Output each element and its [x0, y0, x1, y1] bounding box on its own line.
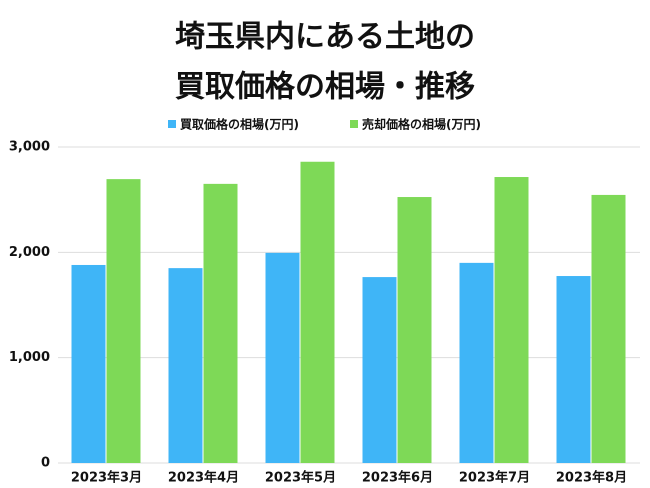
- x-tick-label: 2023年5月: [265, 470, 336, 486]
- x-tick-label: 2023年8月: [556, 470, 627, 486]
- bar: [556, 276, 591, 463]
- bar: [71, 264, 106, 463]
- y-tick-label: 1,000: [9, 350, 50, 365]
- x-tick-label: 2023年6月: [362, 470, 433, 486]
- legend-swatch: [350, 120, 358, 128]
- bar: [203, 183, 238, 463]
- x-tick-label: 2023年3月: [71, 470, 142, 486]
- x-tick-label: 2023年7月: [459, 470, 530, 486]
- bar: [168, 268, 203, 463]
- bar: [362, 277, 397, 463]
- bar: [591, 194, 626, 463]
- y-tick-label: 2,000: [9, 245, 50, 260]
- legend-label: 売却価格の相場(万円): [362, 117, 481, 132]
- bar: [459, 262, 494, 463]
- bar: [265, 252, 300, 463]
- x-tick-label: 2023年4月: [168, 470, 239, 486]
- bar: [397, 197, 432, 464]
- bar: [106, 179, 141, 464]
- y-tick-label: 0: [41, 456, 50, 471]
- bar: [494, 177, 529, 463]
- legend-label: 買取価格の相場(万円): [180, 117, 299, 132]
- bar: [300, 161, 335, 463]
- chart-title: 買取価格の相場・推移: [175, 70, 475, 105]
- chart-title: 埼玉県内にある土地の: [175, 20, 475, 55]
- legend-swatch: [168, 120, 176, 128]
- y-tick-label: 3,000: [9, 140, 50, 155]
